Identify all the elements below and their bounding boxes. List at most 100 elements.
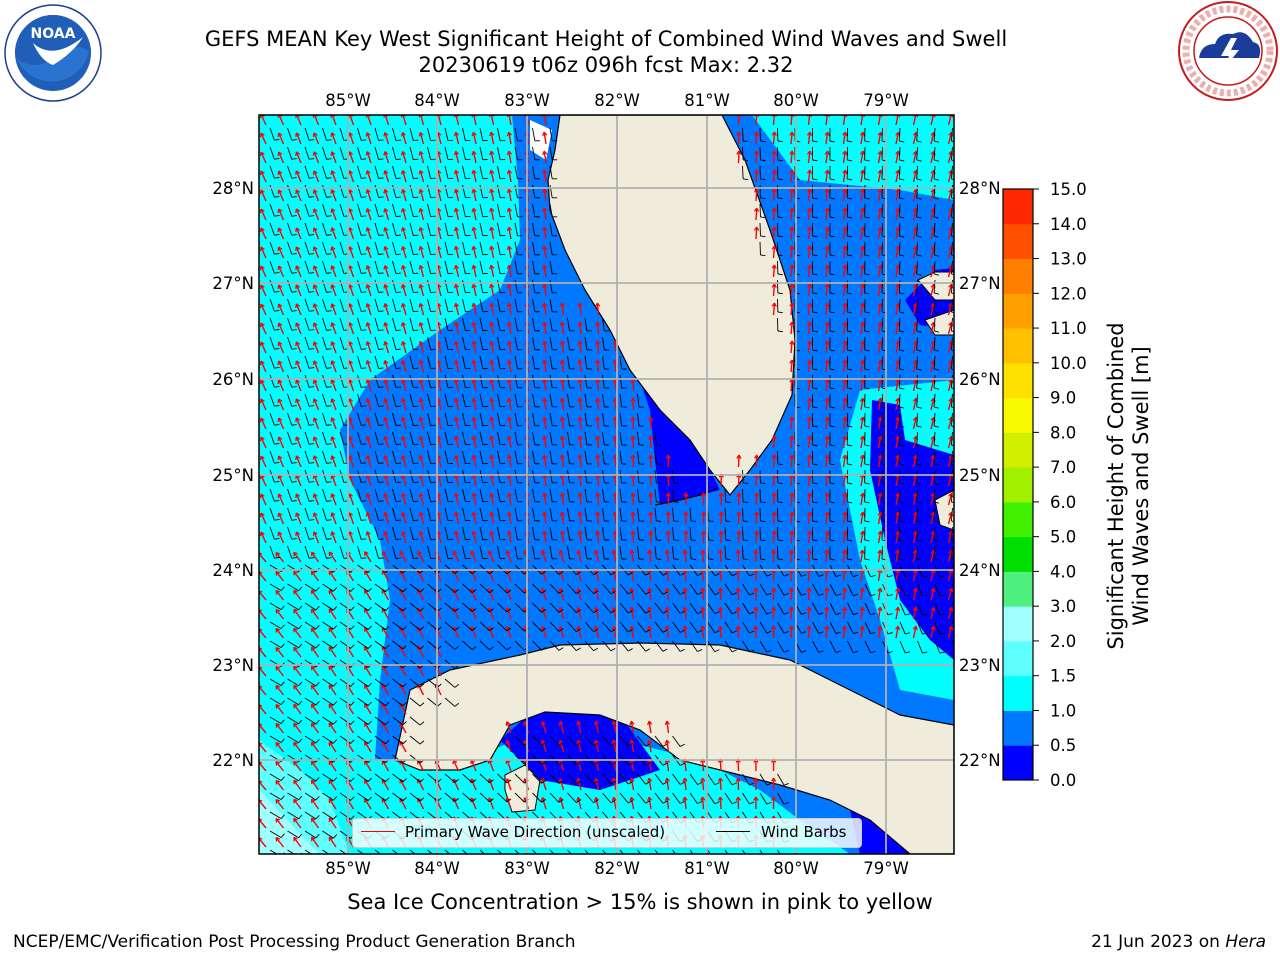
wave-arrow-head — [664, 549, 670, 555]
wave-arrow-head — [275, 836, 281, 842]
wave-arrow — [401, 246, 407, 259]
wave-arrow — [472, 189, 477, 202]
wind-barb-flag — [760, 520, 766, 523]
wave-arrow-head — [842, 359, 848, 365]
wind-barb — [339, 374, 345, 388]
wave-arrow-head — [489, 492, 495, 498]
wave-arrow-head — [664, 625, 670, 631]
wind-barb-flag — [402, 588, 407, 593]
wave-arrow — [543, 284, 547, 297]
wave-arrow — [455, 170, 460, 183]
wave-arrow — [614, 378, 617, 392]
wave-arrow — [612, 588, 617, 601]
wave-arrow — [260, 512, 267, 525]
colorbar-tick-label: 10.0 — [1050, 354, 1087, 373]
wave-arrow — [719, 777, 722, 791]
wave-arrow-head — [577, 397, 583, 402]
wind-barb — [742, 469, 744, 484]
wind-barb — [654, 526, 657, 540]
wave-arrow-head — [824, 511, 830, 517]
wave-arrow — [437, 341, 442, 354]
wave-arrow — [895, 208, 900, 221]
wave-arrow — [331, 265, 337, 278]
wind-barb-flag — [916, 406, 922, 409]
wind-barb — [322, 336, 327, 350]
wave-arrow-head — [753, 606, 759, 611]
wave-arrow — [842, 512, 846, 525]
wave-arrow-head — [648, 492, 654, 497]
wave-arrow — [790, 302, 793, 316]
wave-arrow — [470, 569, 477, 582]
noaa-logo-text: NOAA — [31, 26, 76, 42]
wind-barb — [549, 317, 553, 331]
wind-barb — [462, 469, 466, 483]
wave-arrow-head — [365, 246, 371, 251]
wave-arrow — [313, 360, 320, 373]
wind-barb — [864, 640, 871, 653]
wind-barb — [269, 811, 282, 819]
wind-barb — [444, 317, 449, 331]
wind-barb-flag — [385, 587, 390, 593]
wind-barb-flag — [361, 310, 367, 312]
wave-arrow — [437, 227, 442, 240]
wave-arrow-head — [682, 549, 688, 554]
wind-barb-flag — [777, 501, 783, 504]
wind-barb-flag — [916, 235, 922, 238]
wave-arrow — [275, 666, 285, 677]
wind-barb — [479, 146, 484, 160]
wind-barb — [602, 735, 612, 747]
wave-arrow — [684, 758, 687, 772]
wind-barb — [479, 792, 490, 803]
wind-barb — [637, 507, 640, 521]
wind-barb-flag — [783, 574, 789, 577]
wind-barb-flag — [766, 782, 772, 786]
wave-arrow-head — [506, 283, 512, 289]
wave-arrow — [947, 246, 953, 259]
wind-barb — [933, 298, 936, 312]
wind-barb — [322, 564, 334, 573]
colorbar-tick-label: 7.0 — [1050, 458, 1076, 477]
wind-barb-flag — [309, 500, 315, 502]
wave-arrow-head — [806, 169, 813, 174]
wave-arrow-head — [328, 836, 334, 842]
wind-barb — [462, 526, 466, 540]
wave-arrow — [930, 550, 935, 563]
wave-arrow — [614, 454, 617, 468]
wave-arrow-head — [330, 360, 336, 365]
wave-arrow — [630, 740, 635, 753]
wave-arrow — [877, 398, 882, 411]
wind-barb-flag — [680, 743, 685, 747]
wave-arrow-head — [383, 284, 389, 289]
wind-barb-flag — [628, 591, 633, 595]
wind-barb — [444, 678, 456, 688]
wind-barb-flag — [835, 631, 841, 634]
wave-arrow-head — [453, 321, 459, 327]
wind-barb — [950, 317, 953, 331]
wind-barb-flag — [662, 781, 668, 785]
wind-barb — [549, 165, 553, 179]
lon-label-top: 84°W — [414, 91, 460, 110]
wind-barb-flag — [489, 779, 494, 784]
wind-barb — [916, 431, 918, 446]
wind-barb-flag — [291, 462, 297, 464]
wind-barb-flag — [576, 799, 581, 803]
cuba-island — [394, 642, 954, 854]
wind-barb — [444, 165, 449, 179]
wind-barb — [898, 336, 901, 351]
wind-barb — [584, 469, 588, 483]
wind-barb-flag — [899, 558, 905, 561]
wave-arrow-head — [400, 322, 406, 327]
wind-barb — [934, 640, 941, 654]
wave-arrow — [313, 493, 320, 506]
wave-arrow-head — [506, 226, 512, 232]
wind-barb-flag — [899, 444, 905, 447]
wind-barb-flag — [350, 815, 355, 820]
wave-arrow-head — [647, 796, 653, 802]
wave-arrow — [310, 741, 320, 753]
wind-barb — [689, 507, 692, 521]
wave-arrow — [807, 378, 811, 392]
wave-arrow-head — [824, 454, 830, 460]
wave-arrow-head — [277, 208, 283, 214]
wind-barb — [689, 792, 698, 804]
wave-arrow — [260, 360, 267, 373]
